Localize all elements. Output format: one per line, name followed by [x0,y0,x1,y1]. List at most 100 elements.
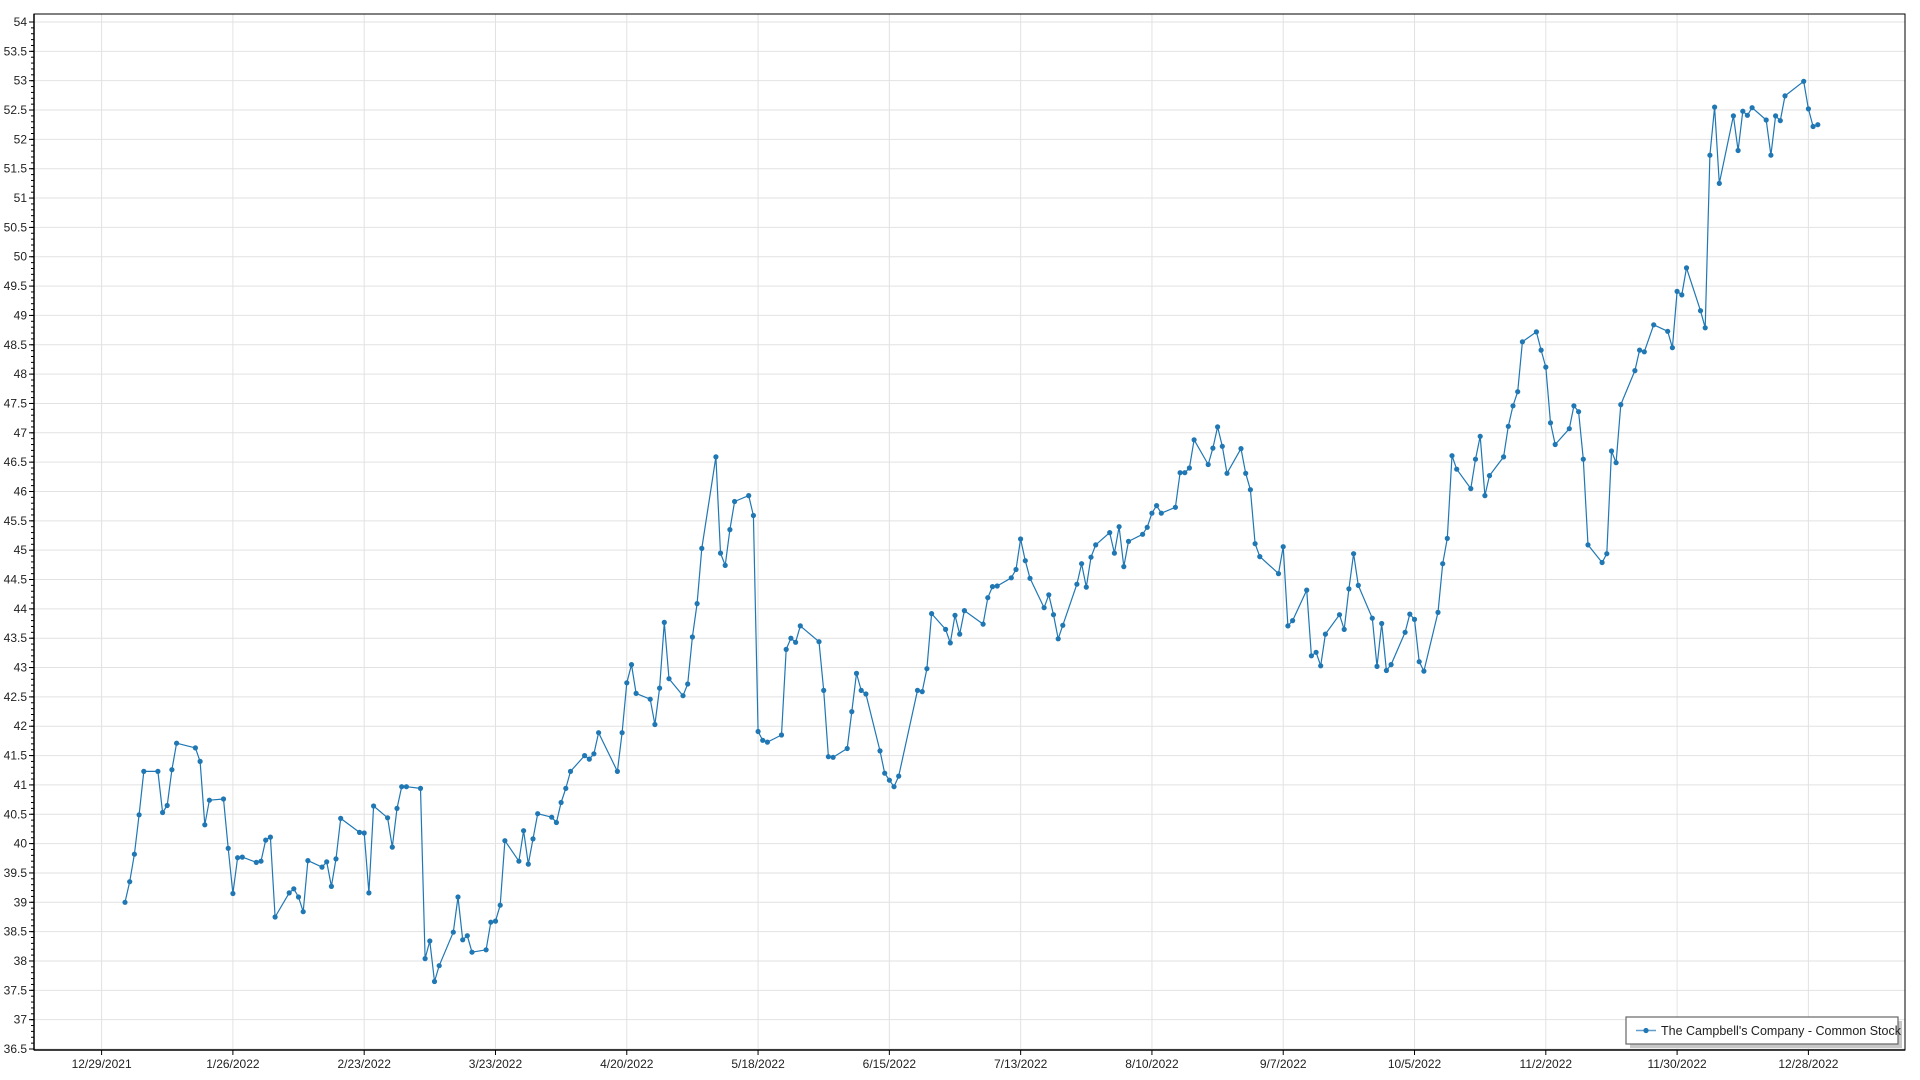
data-point [1472,456,1479,462]
data-point [746,493,752,499]
data-point [858,687,864,694]
data-point [1486,473,1493,479]
x-tick-label: 7/13/2022 [994,1057,1048,1071]
data-point [366,890,372,896]
data-point [403,784,409,790]
data-point [1252,541,1258,547]
data-point [295,894,302,900]
legend-label: The Campbell's Company - Common Stock [1661,1024,1902,1038]
data-point [1083,584,1089,590]
data-point [1257,554,1263,560]
data-point [417,785,424,792]
data-point [136,812,142,818]
data-point [582,753,588,759]
y-tick-label: 45 [14,543,28,557]
y-tick-label: 48 [14,367,28,381]
data-point [356,829,363,836]
data-point [1374,663,1380,670]
data-point [666,676,672,682]
data-point [1379,620,1385,627]
data-point [1801,78,1807,84]
data-point [1107,530,1113,536]
x-tick-label: 8/10/2022 [1125,1057,1179,1071]
data-point [1336,612,1343,618]
data-point [1318,663,1324,669]
data-point [558,799,564,806]
y-tick-label: 47 [14,426,28,440]
data-point [460,937,466,943]
data-point [450,929,456,935]
data-point [1008,575,1014,581]
data-point [633,690,639,697]
data-point [1116,524,1122,530]
data-point [1111,550,1117,556]
data-point [1313,649,1319,655]
data-point [431,978,438,985]
data-point [1777,118,1783,124]
data-point [1683,265,1690,271]
data-point [567,768,574,775]
data-point [680,693,686,699]
data-point [1149,510,1155,516]
data-point [713,454,719,460]
data-point [1707,152,1713,158]
data-point [1388,662,1394,668]
data-point [305,858,311,864]
data-point [793,639,799,645]
data-point [1341,626,1347,633]
data-point [1219,443,1225,449]
y-tick-label: 51 [14,191,28,205]
data-point [272,914,278,920]
data-point [1604,551,1610,557]
data-point [197,758,203,765]
data-point [202,822,208,828]
data-point [647,696,653,702]
data-point [319,864,325,870]
data-point [361,830,367,836]
data-point [1735,147,1741,154]
data-point [957,631,963,637]
x-tick-label: 3/23/2022 [469,1057,523,1071]
data-point [324,859,330,865]
y-tick-label: 51.5 [4,162,28,176]
data-point [1763,117,1769,123]
y-tick-label: 41 [14,778,28,792]
y-tick-label: 36.5 [4,1042,28,1056]
data-point [1186,465,1192,471]
data-point [127,879,133,885]
y-tick-label: 53 [14,74,28,88]
y-tick-label: 47.5 [4,396,28,410]
data-point [717,550,724,556]
data-point [1805,106,1811,112]
data-point [267,834,273,840]
data-point [1749,105,1755,111]
data-point [399,784,405,790]
data-point [1712,104,1718,110]
data-point [1421,668,1427,674]
data-point [1215,424,1221,430]
data-point [1093,542,1099,548]
data-point [596,730,602,736]
data-point [1322,631,1328,637]
data-point [1773,113,1779,119]
data-point [1505,423,1511,429]
data-point [816,639,822,645]
data-point [661,619,667,626]
data-point [1637,347,1643,353]
y-tick-label: 45.5 [4,514,28,528]
data-point [535,811,541,817]
data-point [628,662,635,668]
data-point [1768,152,1774,158]
data-point [155,768,161,775]
data-point [1121,564,1127,570]
y-tick-label: 44.5 [4,573,28,587]
y-tick-label: 49 [14,308,28,322]
data-point [427,938,433,944]
data-point [624,680,630,686]
data-point [764,739,771,745]
data-point [1238,446,1244,452]
data-point [844,745,850,752]
x-tick-label: 1/26/2022 [206,1057,260,1071]
data-point [1247,487,1253,493]
